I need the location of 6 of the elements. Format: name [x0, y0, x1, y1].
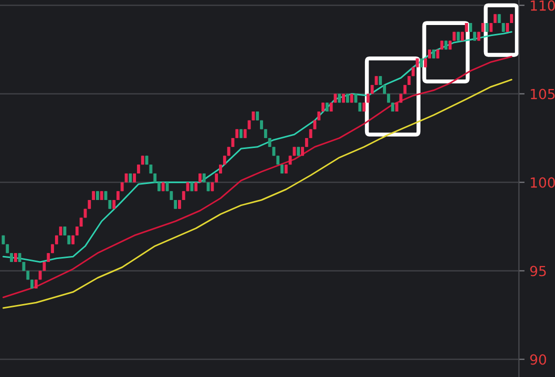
y-tick-label: 95: [530, 266, 546, 276]
line-series: [2, 31, 512, 263]
y-tick-label: 90: [530, 354, 546, 365]
y-tick-label: 100: [530, 177, 555, 188]
y-tick-label: 105: [530, 88, 555, 100]
y-tick-label: 110: [530, 0, 555, 11]
